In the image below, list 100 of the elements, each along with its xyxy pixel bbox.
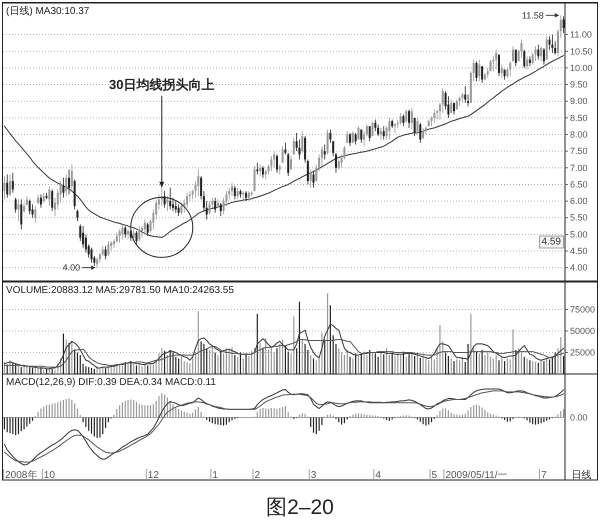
candlestick (220, 202, 222, 216)
candlestick (9, 174, 12, 196)
y-tick-label: 7.50 (570, 146, 588, 156)
candlestick (28, 199, 31, 215)
chart-title: (日线) MA30:10.37 (6, 5, 90, 17)
candlestick (245, 190, 248, 202)
candlestick (422, 127, 424, 140)
x-tick-label: 2008年 (5, 469, 38, 481)
candlestick (461, 92, 464, 104)
caption: 图2–20 (266, 496, 334, 519)
y-tick-label: 5.50 (570, 212, 588, 223)
candlestick (51, 189, 54, 212)
candlestick (276, 154, 278, 174)
candlestick (284, 142, 286, 155)
x-tick-label: 1 (212, 470, 218, 481)
x-tick-label: 2 (254, 470, 261, 481)
candlestick (537, 44, 540, 60)
x-axis-title: 日线 (571, 469, 592, 481)
candlestick (542, 48, 545, 65)
y-tick-label: 75000 (570, 304, 596, 315)
candlestick (14, 197, 17, 214)
x-tick-label: 2009/05/11/一 (445, 470, 508, 481)
candlestick (374, 119, 376, 132)
candlestick (256, 162, 258, 175)
y-tick-label: 9.00 (570, 96, 588, 106)
candlestick (354, 132, 357, 145)
y-tick-label: 10.50 (570, 46, 593, 56)
y-tick-label: 7.00 (570, 162, 588, 173)
chart-title: MACD(12,26,9) DIF:0.39 DEA:0.34 MACD:0.11 (6, 377, 216, 388)
candlestick (20, 199, 22, 230)
candlestick (514, 49, 517, 67)
annotation: 30日均线拐头向上 (109, 76, 214, 92)
candlestick (287, 152, 290, 177)
label-box: 4.59 (539, 236, 564, 248)
candlestick (402, 114, 404, 127)
candlestick (481, 66, 484, 84)
x-tick-label: 4 (375, 470, 382, 481)
candlestick (6, 174, 8, 198)
x-tick-label: 12 (148, 470, 160, 481)
candlestick (551, 34, 554, 54)
x-tick-label: 10 (44, 470, 56, 481)
candlestick (312, 170, 315, 188)
candlestick (82, 226, 84, 248)
candlestick (334, 152, 337, 174)
y-tick-label: 50000 (570, 326, 596, 336)
candlestick (174, 200, 177, 214)
line-series (4, 55, 564, 238)
candlestick (180, 202, 182, 215)
candlestick (65, 174, 68, 196)
candlestick (214, 197, 216, 214)
y-tick-label: 25000 (570, 348, 596, 358)
ref-line-label: 0.00 (570, 412, 588, 422)
y-tick-label: 10.00 (570, 62, 593, 73)
candlestick (475, 60, 478, 82)
candlestick (169, 187, 172, 210)
candlestick (382, 126, 385, 140)
annotation: 11.58 (522, 10, 544, 20)
y-tick-label: 4.00 (570, 262, 588, 273)
line-series (4, 339, 564, 368)
candlestick (146, 222, 149, 236)
candlestick (104, 246, 107, 260)
candlestick (178, 204, 180, 216)
x-tick-label: 3 (310, 470, 317, 481)
candlestick (349, 132, 352, 147)
candlestick (40, 194, 42, 208)
candlestick (90, 247, 93, 264)
candlestick (262, 166, 264, 178)
candlestick (17, 199, 20, 222)
annotation: 4.59 (542, 236, 562, 248)
candlestick (68, 169, 70, 195)
y-tick-label: 11.00 (570, 30, 592, 40)
candlestick (504, 69, 506, 80)
annotation: 4.00 (62, 262, 80, 273)
x-tick-label: 5 (432, 470, 438, 481)
candlestick (394, 122, 396, 134)
candlestick (164, 190, 166, 208)
y-tick-label: 6.50 (570, 179, 588, 190)
y-tick-label: 5.00 (570, 229, 588, 240)
candlestick (12, 172, 14, 194)
candlestick (405, 109, 408, 124)
candlestick (62, 177, 64, 198)
x-tick-label: 7 (541, 470, 548, 481)
candlestick (135, 230, 138, 245)
candlestick (414, 117, 416, 137)
candlestick (124, 226, 126, 238)
candlestick (528, 56, 531, 67)
y-tick-label: 8.50 (570, 112, 588, 123)
candlestick (290, 156, 292, 170)
candlestick (523, 49, 526, 68)
candlestick (236, 187, 239, 200)
candlestick (419, 122, 422, 144)
candlestick (360, 129, 362, 144)
candlestick (498, 54, 500, 77)
y-tick-label: 4.50 (570, 246, 588, 256)
y-tick-label: 9.50 (570, 80, 588, 90)
line-series (4, 324, 564, 370)
candlestick (368, 126, 371, 142)
candlestick (408, 109, 410, 128)
candlestick (234, 186, 236, 200)
candlestick (324, 144, 326, 160)
